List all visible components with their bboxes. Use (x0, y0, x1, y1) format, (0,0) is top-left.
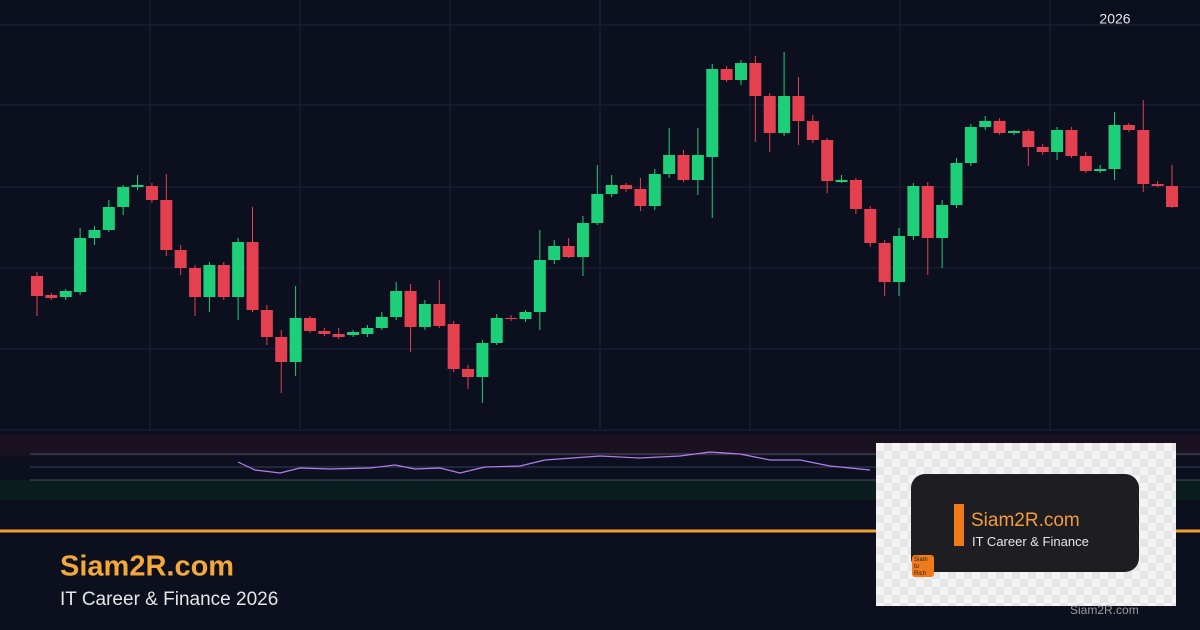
candle-body (361, 328, 374, 334)
candle-body (1007, 131, 1020, 133)
candle-body (131, 185, 144, 187)
year-label: 2026 (1099, 11, 1130, 27)
candle-body (677, 155, 690, 180)
candle-body (605, 185, 618, 194)
candle-body (490, 318, 503, 343)
candle-body (921, 186, 934, 238)
logo-card (911, 474, 1139, 572)
candle-body (634, 189, 647, 206)
logo-brand: Siam2R.com (971, 510, 1080, 531)
candle-body (821, 140, 834, 181)
logo: Siam2R.com IT Career & Finance Siam to R… (876, 443, 1176, 606)
candle-body (59, 291, 72, 297)
candle-body (878, 243, 891, 282)
candle-body (835, 180, 848, 182)
candle-body (691, 155, 704, 180)
candle-body (1151, 184, 1164, 186)
candle-body (893, 236, 906, 282)
logo-badge: Siam to Rich (912, 555, 934, 577)
candle-body (332, 334, 345, 337)
candle-body (88, 230, 101, 238)
candle-body (275, 337, 288, 362)
candle-body (418, 304, 431, 327)
candle-body (1166, 186, 1178, 207)
candle-body (476, 343, 489, 377)
candle-body (203, 265, 216, 297)
logo-tagline: IT Career & Finance (972, 534, 1089, 549)
candle-body (864, 209, 877, 243)
candle-body (447, 324, 460, 369)
candle-body (648, 174, 661, 206)
candle-body (45, 295, 58, 298)
candle-body (74, 238, 87, 292)
candle-body (145, 186, 158, 200)
candle-body (1122, 125, 1135, 130)
candle-body (1108, 125, 1121, 169)
candle-body (375, 317, 388, 328)
candle-body (964, 127, 977, 163)
candle-body (31, 276, 43, 296)
watermark: Siam2R.com (1070, 603, 1139, 617)
candle-body (806, 121, 819, 140)
candle-body (217, 265, 230, 297)
candle-body (260, 310, 273, 337)
candle-body (1065, 130, 1078, 156)
candle-body (1079, 156, 1092, 171)
candle-body (117, 187, 130, 207)
candle-body (849, 180, 862, 209)
candle-body (763, 96, 776, 133)
candle-body (246, 242, 259, 310)
candle-body (533, 260, 546, 312)
candle-body (792, 96, 805, 121)
candle-body (734, 63, 747, 80)
candle-body (232, 242, 245, 297)
candle-body (706, 69, 719, 157)
candle-body (433, 304, 446, 326)
candle-body (1022, 131, 1035, 147)
logo-bar (954, 504, 964, 546)
candle-body (720, 69, 733, 80)
candle-body (390, 291, 403, 317)
candle-body (404, 291, 417, 327)
candle-body (160, 200, 173, 250)
footer-tagline: IT Career & Finance 2026 (60, 589, 278, 610)
candle-body (749, 63, 762, 96)
indicator-curve (237, 451, 871, 474)
candle-body (950, 163, 963, 205)
candle-body (1094, 169, 1107, 171)
candle-body (663, 155, 676, 174)
candle-body (1051, 130, 1064, 152)
candle-body (936, 205, 949, 238)
candle-body (318, 331, 331, 334)
candle-body (174, 250, 187, 268)
candle-body (979, 121, 992, 127)
candle-body (907, 186, 920, 236)
candle-body (189, 268, 202, 297)
candle-body (462, 369, 475, 377)
candle-body (303, 318, 316, 331)
candle-body (1137, 130, 1150, 184)
candle-body (1036, 147, 1049, 152)
candle-body (102, 207, 115, 230)
candle-body (289, 318, 302, 362)
candle-body (505, 318, 518, 319)
candle-body (778, 96, 791, 133)
candle-body (548, 246, 561, 260)
candle-body (591, 194, 604, 223)
candle-body (519, 312, 532, 319)
candle-body (620, 185, 633, 189)
candle-body (576, 223, 589, 257)
candle-body (562, 246, 575, 257)
candle-body (993, 121, 1006, 133)
footer-brand: Siam2R.com (60, 551, 234, 583)
candle-body (347, 332, 360, 335)
